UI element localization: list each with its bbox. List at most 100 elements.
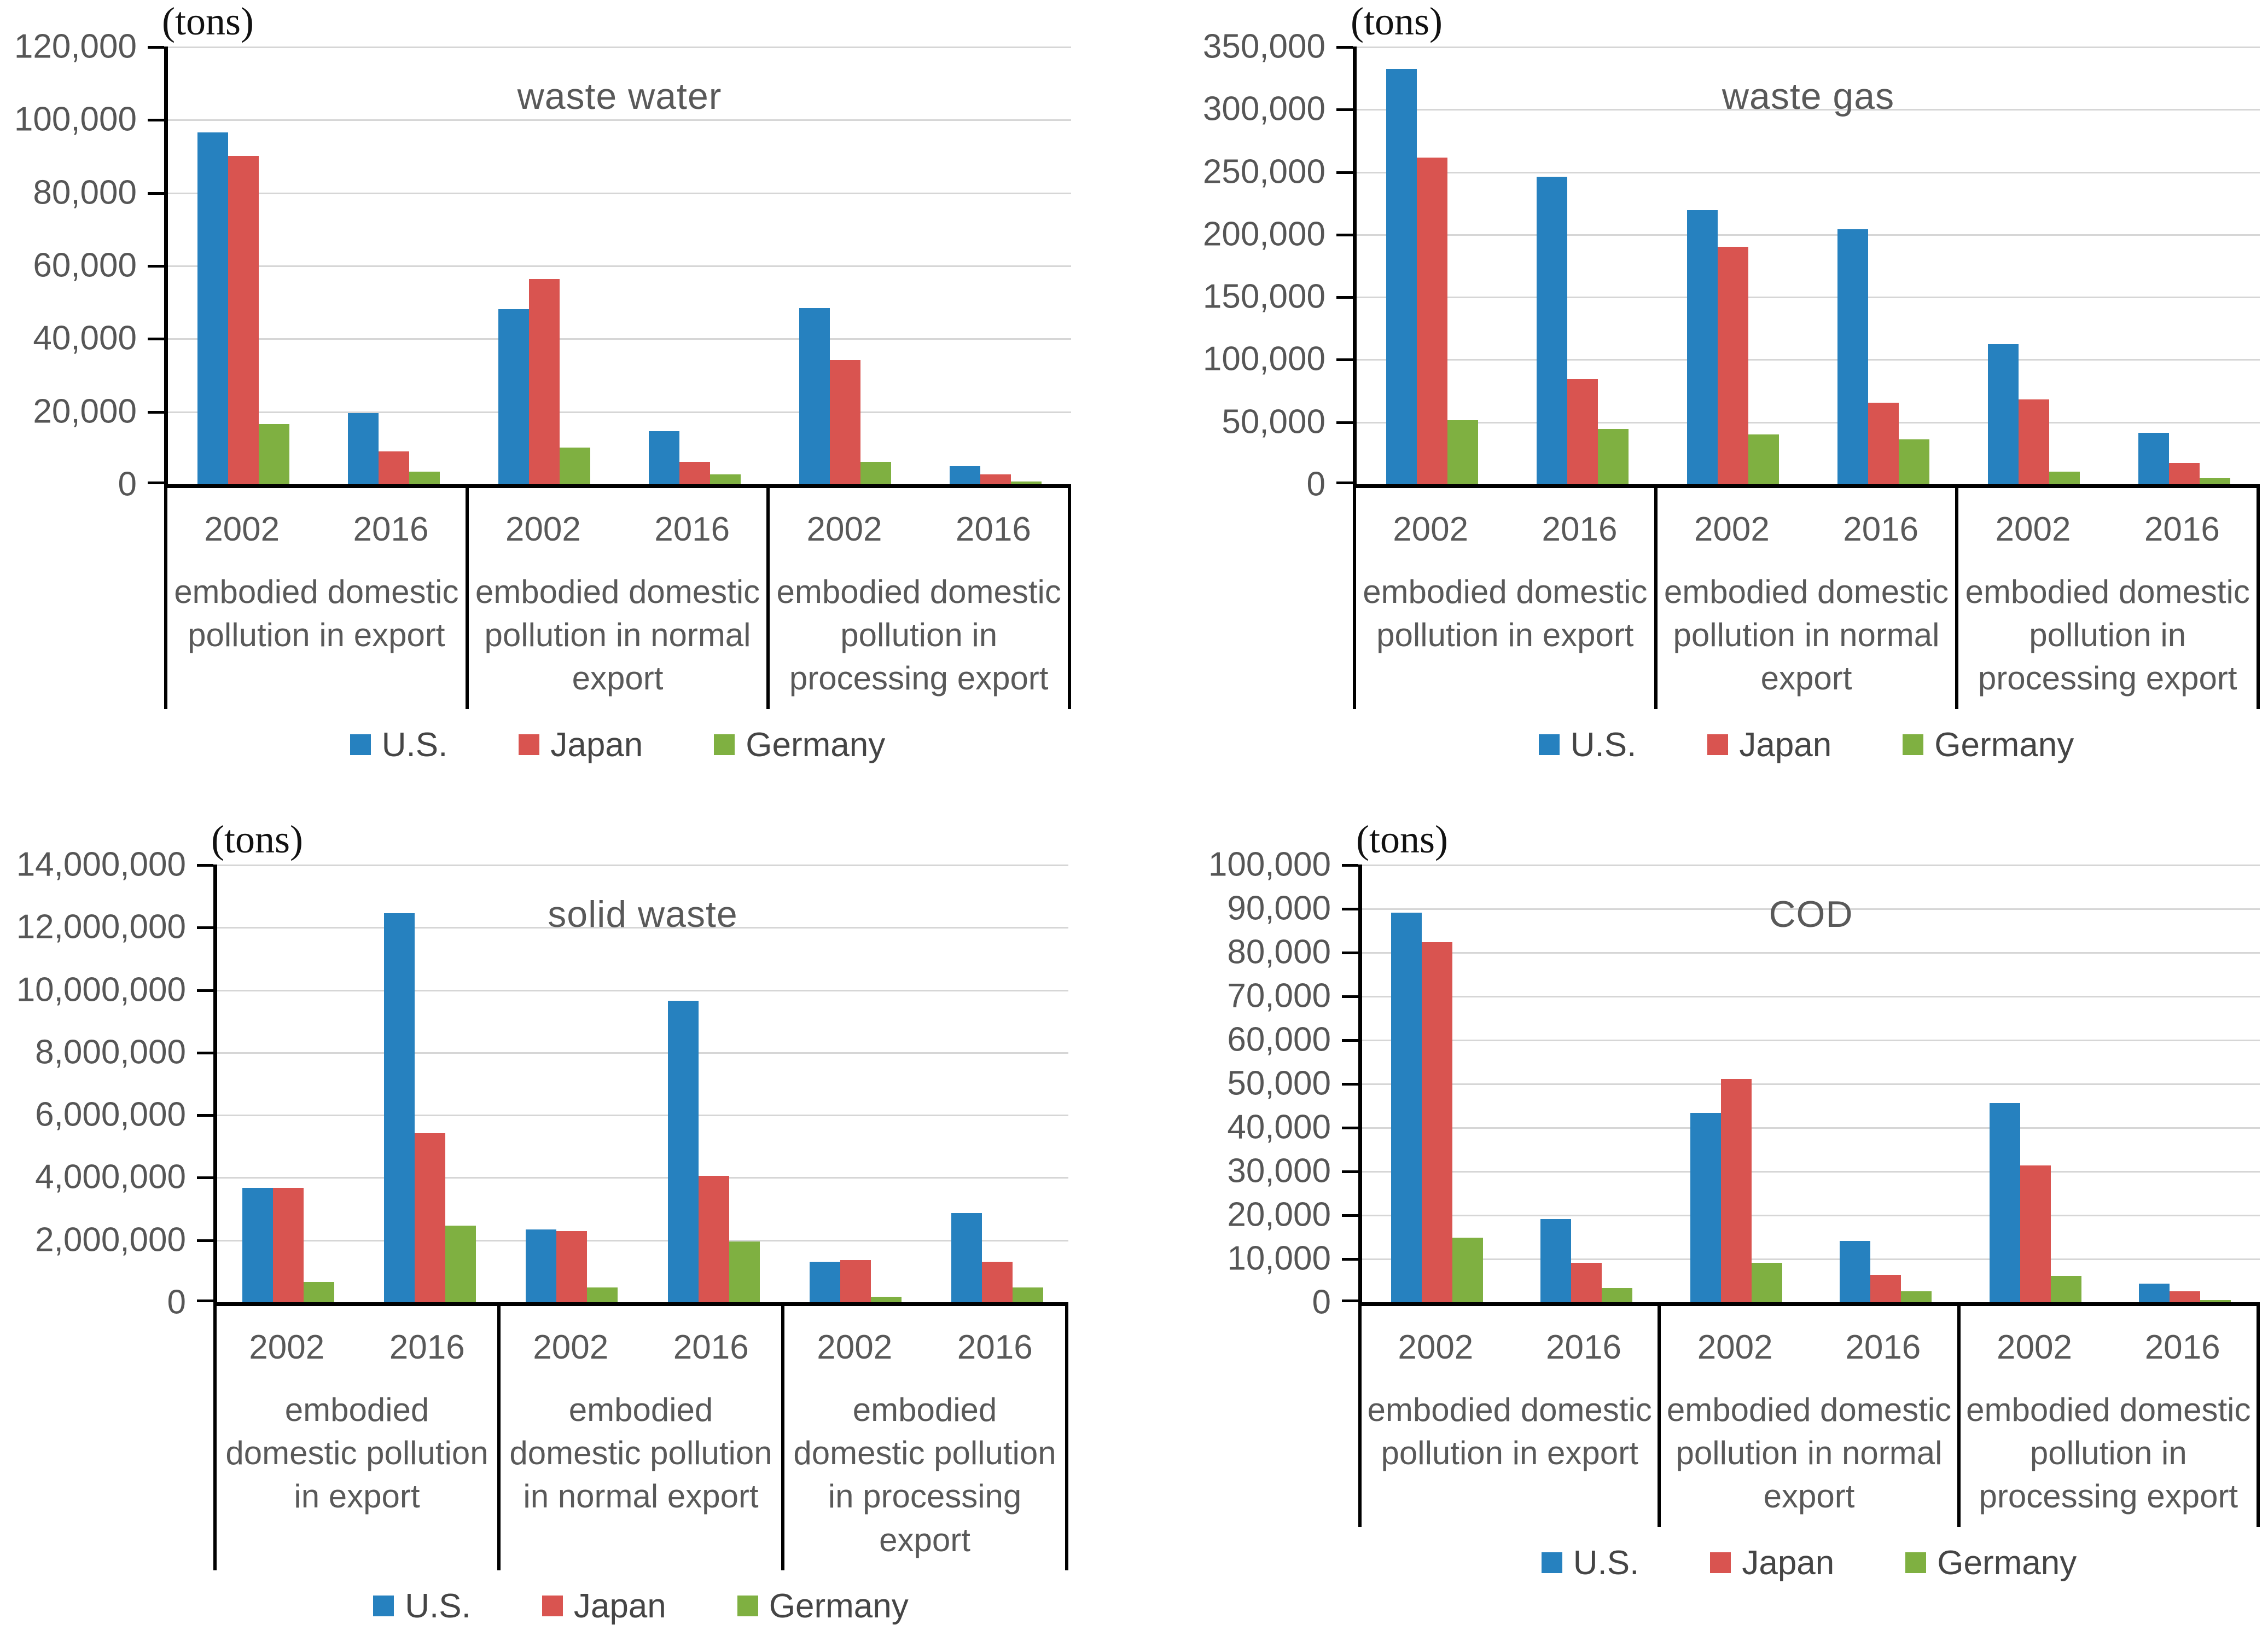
- y-axis-labels: 0 20,000 40,000 60,000 80,000 100,000 120,000: [0, 28, 137, 503]
- years-row: 2002 2016: [1356, 488, 1654, 570]
- bar-us: [242, 1188, 273, 1302]
- legend: U.S. Japan Germany: [1358, 1544, 2260, 1582]
- bar-germany: [2200, 478, 2231, 484]
- bar-japan: [1868, 403, 1899, 484]
- bar-cluster: [1661, 865, 1811, 1302]
- plot-area: waste water: [148, 46, 1071, 488]
- y-tick-mark: [148, 338, 164, 341]
- bar-germany: [1751, 1263, 1782, 1302]
- gridline: [1362, 908, 2260, 910]
- y-tick-mark: [197, 1299, 213, 1302]
- legend-item: Germany: [1905, 1544, 2077, 1582]
- bar-germany: [1901, 1291, 1932, 1302]
- bar-germany: [860, 461, 892, 484]
- gridline: [1362, 865, 2260, 866]
- y-tick-label: 250,000: [1202, 153, 1325, 191]
- years-row: 2002 2016: [1961, 1306, 2257, 1388]
- chart-waste-gas: (tons) 0 50,000 100,000 150,000 200,000 250,00…: [1134, 0, 2268, 818]
- chart-body: waste gas 2002 2016 embodied domestic pollu…: [1336, 46, 2260, 764]
- legend: U.S. Japan Germany: [1353, 726, 2260, 764]
- bar-japan: [1567, 379, 1598, 484]
- bar-germany: [710, 474, 741, 484]
- y-tick-mark: [148, 265, 164, 268]
- year-label: 2016: [2144, 1328, 2220, 1366]
- legend-swatch: [1538, 734, 1560, 756]
- unit-label: (tons): [1353, 817, 1451, 862]
- y-tick-label: 4,000,000: [35, 1158, 186, 1196]
- gridline: [1357, 47, 2260, 48]
- legend-item: U.S.: [1541, 1544, 1639, 1582]
- bar-us: [649, 431, 680, 484]
- years-row: 2002 2016: [217, 1306, 497, 1388]
- chart-cod: (tons) 0 10,000 20,000 30,000 40,000 50,000 60,…: [1134, 817, 2268, 1636]
- y-tick-mark: [148, 46, 164, 49]
- year-label: 2002: [533, 1328, 609, 1366]
- legend-item: U.S.: [373, 1587, 471, 1626]
- gridline: [217, 989, 1068, 991]
- legend-label: Japan: [1739, 726, 1832, 764]
- unit-label: (tons): [208, 817, 306, 862]
- bar-clusters: [217, 865, 1068, 1302]
- gridline: [1357, 421, 2260, 423]
- legend-label: U.S.: [381, 726, 448, 764]
- legend-item: U.S.: [1538, 726, 1636, 764]
- y-tick-mark: [1336, 296, 1353, 299]
- y-tick-label: 100,000: [1202, 340, 1325, 378]
- y-tick-mark: [1342, 1258, 1358, 1261]
- category-axis-table: 2002 2016 embodied domestic pollution in e…: [1353, 488, 2260, 709]
- legend-item: Germany: [1903, 726, 2074, 764]
- bar-germany: [409, 471, 440, 484]
- bar-clusters: [1362, 865, 2260, 1302]
- year-label: 2016: [654, 510, 730, 548]
- y-tick-mark: [1342, 1299, 1358, 1302]
- legend-item: Germany: [714, 726, 885, 764]
- bar-japan: [1717, 246, 1748, 484]
- y-tick-mark: [148, 410, 164, 414]
- bar-cluster: [469, 47, 619, 484]
- chart-title: COD: [1769, 894, 1853, 935]
- y-tick-label: 60,000: [33, 246, 137, 285]
- bar-japan: [840, 1260, 871, 1302]
- bar-germany: [1011, 481, 1042, 484]
- y-tick-label: 10,000: [1227, 1239, 1331, 1278]
- year-label: 2016: [353, 510, 429, 548]
- y-tick-label: 100,000: [1208, 845, 1331, 884]
- bar-japan: [698, 1175, 729, 1302]
- bar-cluster: [1658, 47, 1808, 484]
- gridline: [1362, 952, 2260, 954]
- y-tick-mark: [1342, 908, 1358, 910]
- category-label: embodied domestic pollution in processin…: [793, 1391, 1056, 1558]
- bar-germany: [2049, 472, 2080, 484]
- category-label: embodied domestic pollution in processin…: [776, 573, 1061, 697]
- gridline: [217, 1239, 1068, 1241]
- bar-germany: [587, 1287, 618, 1302]
- gridline: [168, 192, 1071, 194]
- years-row: 2002 2016: [469, 488, 767, 570]
- year-label: 2002: [204, 510, 280, 548]
- legend-swatch: [542, 1596, 563, 1617]
- category-label: embodied domestic pollution in normal ex…: [1664, 573, 1949, 697]
- y-tick-mark: [197, 1051, 213, 1054]
- chart-solid-waste: (tons) 0 2,000,000 4,000,000 6,000,000 8,000,…: [0, 817, 1134, 1636]
- category-cell: 2002 2016 embodied domestic pollution in p…: [766, 488, 1072, 709]
- gridline: [168, 338, 1071, 340]
- years-row: 2002 2016: [1661, 1306, 1957, 1388]
- gridline: [1362, 1215, 2260, 1216]
- bar-germany: [303, 1281, 334, 1302]
- y-tick-label: 10,000,000: [16, 971, 186, 1009]
- y-tick-mark: [1342, 1039, 1358, 1042]
- gridline: [217, 1177, 1068, 1179]
- legend-swatch: [737, 1596, 758, 1617]
- bar-japan: [2169, 463, 2200, 484]
- category-cell: 2002 2016 embodied domestic pollution in n…: [497, 1306, 781, 1570]
- legend: U.S. Japan Germany: [213, 1587, 1068, 1626]
- chart-waste-water: (tons) 0 20,000 40,000 60,000 80,000 100,000 12…: [0, 0, 1134, 818]
- legend-swatch: [373, 1596, 394, 1617]
- bar-us: [809, 1261, 840, 1302]
- bar-japan: [528, 279, 560, 484]
- legend-item: Germany: [737, 1587, 909, 1626]
- years-row: 2002 2016: [1958, 488, 2257, 570]
- bar-germany: [2200, 1300, 2231, 1302]
- y-tick-mark: [197, 926, 213, 930]
